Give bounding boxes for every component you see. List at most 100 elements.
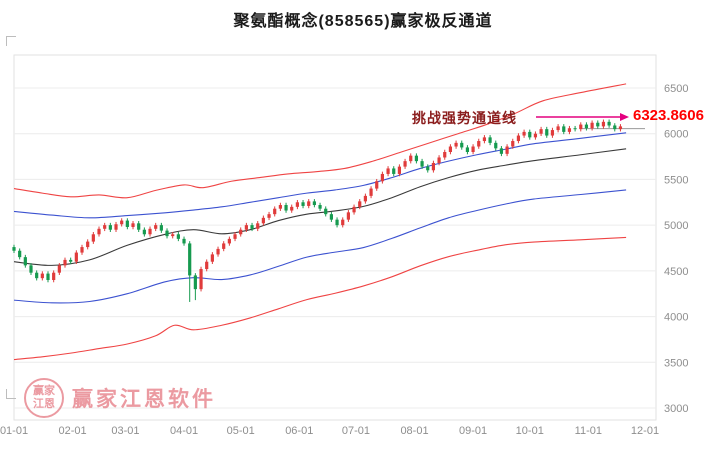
candle (250, 222, 254, 232)
candle (278, 202, 282, 211)
candle (352, 204, 356, 215)
candle (528, 129, 532, 140)
candle (120, 218, 124, 227)
candle (114, 221, 118, 232)
candle (171, 231, 175, 239)
candle (567, 125, 572, 135)
candle (562, 124, 566, 135)
candle (613, 123, 617, 132)
candle (12, 244, 16, 254)
candle (550, 127, 555, 138)
candle (295, 199, 299, 210)
annotation-label: 挑战强势通道线 (412, 110, 517, 126)
candle (137, 221, 141, 232)
candle (318, 202, 322, 211)
candle (584, 122, 589, 131)
candle (380, 171, 384, 184)
candle (482, 135, 487, 144)
candle (244, 222, 248, 232)
candle (108, 222, 112, 232)
candle (511, 138, 515, 149)
candle (154, 222, 158, 232)
y-tick-label: 5500 (664, 174, 688, 186)
candle (46, 271, 50, 283)
candle (420, 158, 424, 169)
candle (86, 239, 90, 250)
candle (273, 206, 277, 217)
candle (443, 149, 447, 160)
candle (35, 270, 39, 281)
candle (63, 257, 67, 268)
candle (239, 227, 243, 237)
candle (545, 126, 549, 138)
candle (216, 246, 220, 257)
watermark-logo-line1: 赢家 (33, 385, 55, 398)
candle (397, 164, 402, 177)
candle (131, 221, 135, 230)
x-tick-label: 04-01 (170, 425, 198, 437)
candle (358, 199, 362, 210)
candle (52, 270, 56, 283)
y-tick-label: 5000 (664, 220, 688, 232)
x-tick-label: 07-01 (342, 425, 370, 437)
candle (454, 140, 458, 149)
page-title: 聚氨酯概念(858565)赢家极反通道 (233, 13, 493, 30)
rail-outer-upper-red (13, 83, 627, 199)
candle (40, 271, 44, 281)
candle (477, 138, 481, 149)
candle (57, 263, 61, 275)
candle (448, 144, 453, 155)
candle (233, 231, 237, 242)
candle (403, 158, 407, 169)
x-tick-label: 11-01 (575, 425, 602, 437)
y-tick-label: 4500 (664, 266, 688, 278)
candle (392, 166, 396, 177)
candle (431, 160, 436, 173)
candle (409, 153, 413, 164)
candle (465, 145, 470, 155)
candle (256, 221, 260, 232)
candle (607, 119, 611, 128)
x-tick-label: 10-01 (516, 425, 544, 437)
candle (91, 231, 95, 244)
candle (290, 204, 294, 213)
x-tick-label: 08-01 (400, 425, 428, 437)
candle (488, 135, 492, 146)
annotation-value: 6323.8606 (633, 107, 704, 124)
x-tick-label: 05-01 (227, 425, 255, 437)
candle (596, 120, 600, 129)
candle (199, 266, 203, 292)
candle (18, 248, 22, 260)
candle (205, 259, 209, 272)
candle (69, 257, 73, 264)
candle (601, 119, 606, 129)
candle (188, 241, 192, 302)
candle (312, 199, 316, 208)
candle (590, 120, 594, 131)
candle (142, 227, 146, 237)
candle (335, 217, 339, 228)
corner-mark-top-left (6, 36, 16, 46)
y-tick-label: 4000 (664, 312, 688, 324)
candle (165, 228, 169, 239)
candle (533, 131, 538, 140)
candle (261, 215, 265, 226)
candle (499, 146, 504, 157)
watermark-logo-line2: 江恩 (33, 398, 55, 410)
rail-inner-lower-blue (13, 189, 627, 304)
candle (227, 236, 231, 246)
rail-outer-lower-red (13, 236, 627, 361)
candle (222, 241, 226, 252)
candle (369, 186, 373, 199)
plot-border (13, 54, 657, 421)
x-tick-label: 12-01 (631, 425, 659, 437)
candle (579, 122, 583, 132)
y-tick-label: 6000 (664, 129, 688, 141)
candle (80, 244, 84, 255)
watermark: 赢家 江恩 赢家江恩软件 (24, 378, 216, 418)
y-tick-label: 6500 (664, 83, 688, 95)
candle (522, 129, 526, 138)
candle (618, 124, 623, 132)
candle (556, 124, 560, 133)
